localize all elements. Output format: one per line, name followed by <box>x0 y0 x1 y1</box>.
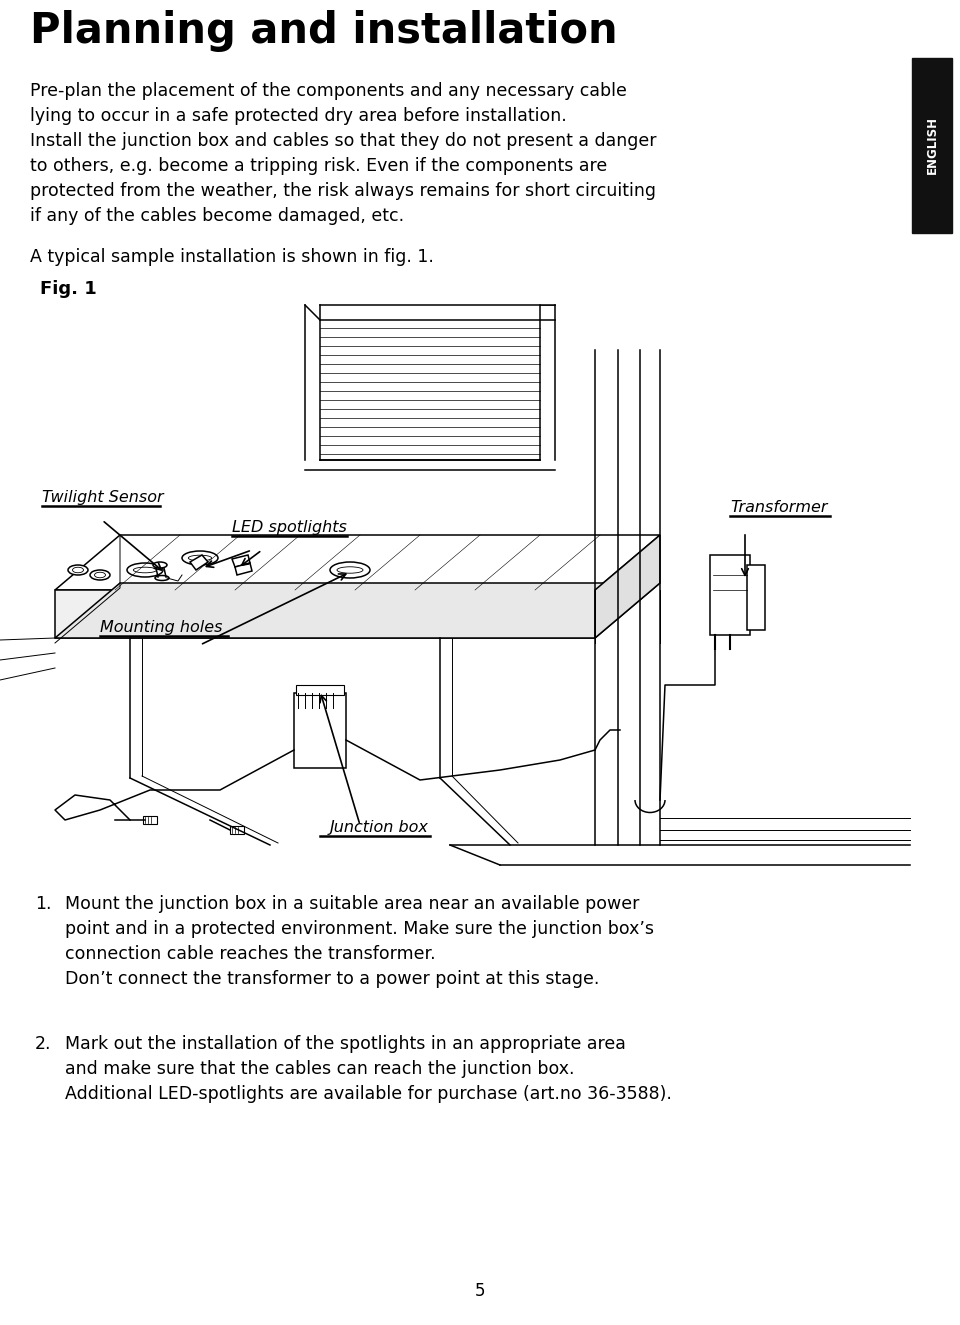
Text: 2.: 2. <box>35 1035 52 1053</box>
Text: 1.: 1. <box>35 894 52 913</box>
Text: LED spotlights: LED spotlights <box>232 519 347 535</box>
Polygon shape <box>55 590 595 639</box>
Text: Mount the junction box in a suitable area near an available power
point and in a: Mount the junction box in a suitable are… <box>65 894 654 988</box>
Bar <box>143 816 157 824</box>
Text: Junction box: Junction box <box>330 820 429 835</box>
Polygon shape <box>55 583 660 639</box>
Polygon shape <box>235 563 252 575</box>
Polygon shape <box>595 535 660 639</box>
Polygon shape <box>190 555 208 570</box>
Bar <box>912 58 952 233</box>
Text: A typical sample installation is shown in fig. 1.: A typical sample installation is shown i… <box>30 248 434 266</box>
Bar <box>296 685 344 696</box>
Bar <box>747 564 765 629</box>
Text: 5: 5 <box>475 1283 485 1300</box>
Text: Pre-plan the placement of the components and any necessary cable
lying to occur : Pre-plan the placement of the components… <box>30 82 657 225</box>
Text: Fig. 1: Fig. 1 <box>40 280 97 298</box>
Bar <box>294 693 346 768</box>
Ellipse shape <box>330 562 370 578</box>
Bar <box>230 825 244 833</box>
Ellipse shape <box>153 562 167 568</box>
Polygon shape <box>55 535 660 590</box>
Ellipse shape <box>127 563 163 576</box>
Ellipse shape <box>182 551 218 564</box>
Ellipse shape <box>155 575 169 580</box>
Text: Twilight Sensor: Twilight Sensor <box>42 490 163 505</box>
Text: Mark out the installation of the spotlights in an appropriate area
and make sure: Mark out the installation of the spotlig… <box>65 1035 672 1102</box>
Bar <box>710 555 750 635</box>
Text: Transformer: Transformer <box>730 500 828 515</box>
Text: Planning and installation: Planning and installation <box>30 11 617 52</box>
Ellipse shape <box>90 570 110 580</box>
Polygon shape <box>232 555 250 567</box>
Text: Mounting holes: Mounting holes <box>100 620 223 635</box>
Ellipse shape <box>68 564 88 575</box>
Text: ENGLISH: ENGLISH <box>925 117 939 175</box>
